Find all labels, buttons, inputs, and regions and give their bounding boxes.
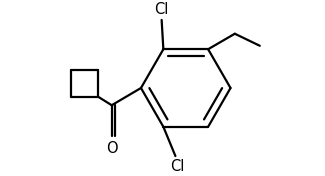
Text: O: O bbox=[106, 140, 118, 156]
Text: Cl: Cl bbox=[154, 2, 169, 17]
Text: Cl: Cl bbox=[170, 159, 184, 174]
